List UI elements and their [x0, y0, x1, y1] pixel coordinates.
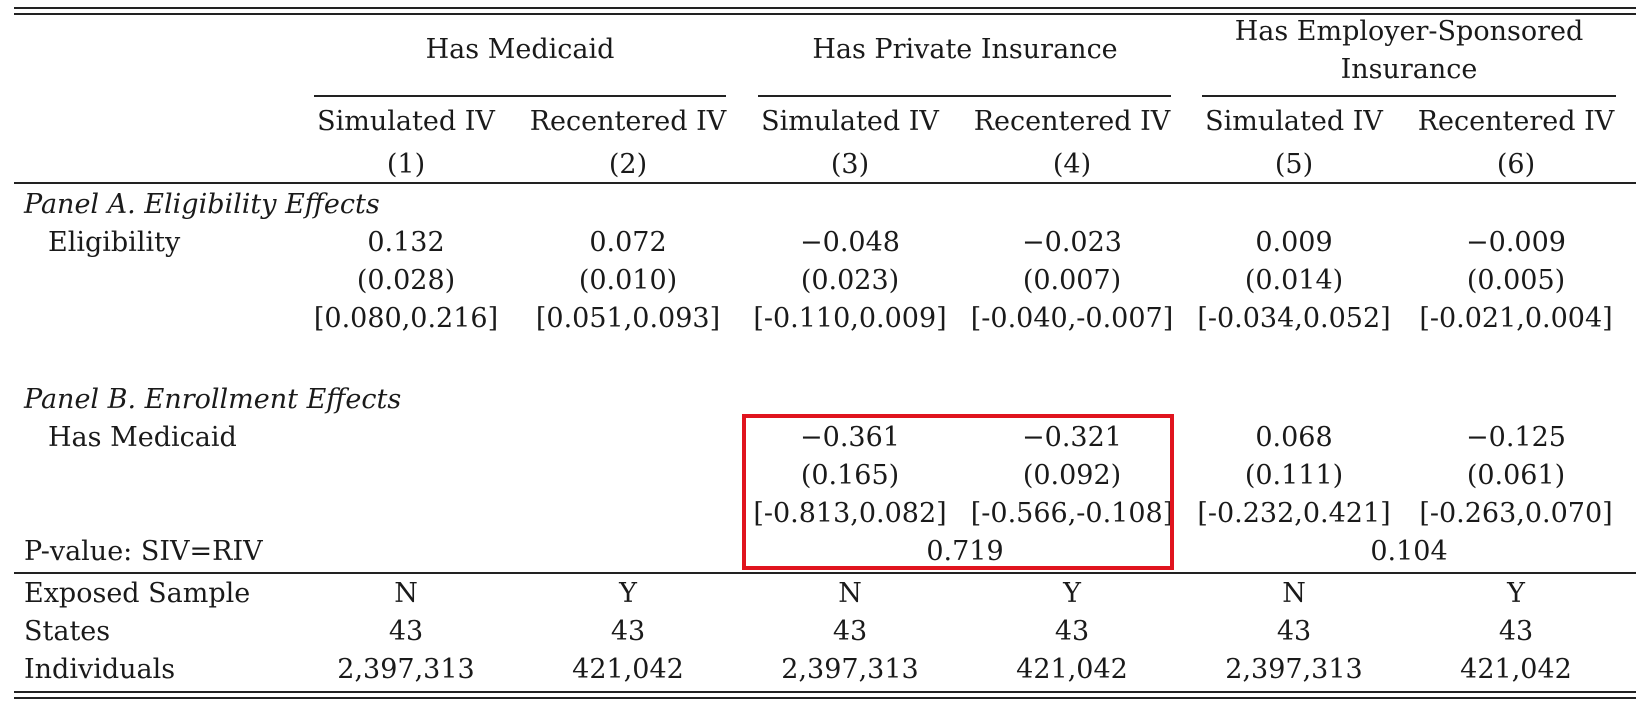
- eligibility-se-5: (0.014): [1244, 265, 1344, 296]
- row-label-eligibility: Eligibility: [48, 227, 181, 258]
- method-label-1: Simulated IV: [317, 106, 495, 137]
- enrollment-se-4: (0.092): [1022, 460, 1122, 491]
- enrollment-ci-6: [-0.263,0.070]: [1419, 498, 1613, 529]
- footer-label-states: States: [24, 616, 111, 647]
- footer-label-individuals: Individuals: [24, 654, 176, 685]
- individuals-3: 2,397,313: [781, 654, 919, 685]
- exposed-6: Y: [1507, 578, 1525, 609]
- method-label-6: Recentered IV: [1417, 106, 1615, 137]
- bottom-rule-2: [14, 697, 1636, 699]
- method-label-5: Simulated IV: [1205, 106, 1383, 137]
- eligibility-ci-4: [-0.040,-0.007]: [970, 303, 1174, 334]
- eligibility-se-1: (0.028): [356, 265, 456, 296]
- eligibility-coef-6: −0.009: [1466, 227, 1566, 258]
- enrollment-se-6: (0.061): [1466, 460, 1566, 491]
- exposed-5: N: [1282, 578, 1306, 609]
- exposed-3: N: [838, 578, 862, 609]
- footer-label-exposed: Exposed Sample: [24, 578, 251, 609]
- highlight-box: [742, 414, 1174, 570]
- individuals-1: 2,397,313: [337, 654, 475, 685]
- individuals-2: 421,042: [572, 654, 684, 685]
- states-3: 43: [832, 616, 868, 647]
- individuals-4: 421,042: [1016, 654, 1128, 685]
- enrollment-coef-6: −0.125: [1466, 422, 1566, 453]
- eligibility-coef-1: 0.132: [367, 227, 445, 258]
- states-5: 43: [1276, 616, 1312, 647]
- exposed-2: Y: [619, 578, 637, 609]
- group-header-employer-line2: Insurance: [1340, 54, 1478, 85]
- row-label-has-medicaid: Has Medicaid: [48, 422, 237, 453]
- eligibility-se-4: (0.007): [1022, 265, 1122, 296]
- enrollment-se-3: (0.165): [800, 460, 900, 491]
- group-underline-medicaid: [314, 95, 726, 97]
- enrollment-coef-5: 0.068: [1255, 422, 1333, 453]
- col-number-1: (1): [386, 149, 426, 180]
- top-rule-2: [14, 13, 1636, 15]
- exposed-1: N: [394, 578, 418, 609]
- group-header-employer: Has Employer-Sponsored: [1234, 16, 1584, 47]
- col-number-3: (3): [830, 149, 870, 180]
- enrollment-ci-4: [-0.566,-0.108]: [970, 498, 1174, 529]
- top-rule: [14, 7, 1636, 9]
- pvalue-employer: 0.104: [1370, 536, 1448, 567]
- col-number-4: (4): [1052, 149, 1092, 180]
- group-header-medicaid: Has Medicaid: [425, 34, 615, 65]
- eligibility-se-2: (0.010): [578, 265, 678, 296]
- eligibility-coef-2: 0.072: [589, 227, 667, 258]
- states-2: 43: [610, 616, 646, 647]
- eligibility-ci-1: [0.080,0.216]: [313, 303, 499, 334]
- group-underline-private: [758, 95, 1171, 97]
- enrollment-coef-4: −0.321: [1022, 422, 1122, 453]
- enrollment-coef-3: −0.361: [800, 422, 900, 453]
- eligibility-coef-4: −0.023: [1022, 227, 1122, 258]
- states-1: 43: [388, 616, 424, 647]
- bottom-rule: [14, 691, 1636, 693]
- eligibility-coef-5: 0.009: [1255, 227, 1333, 258]
- panel-b-title: Panel B. Enrollment Effects: [24, 384, 402, 415]
- states-6: 43: [1498, 616, 1534, 647]
- enrollment-se-5: (0.111): [1244, 460, 1344, 491]
- col-number-5: (5): [1274, 149, 1314, 180]
- states-4: 43: [1054, 616, 1090, 647]
- eligibility-coef-3: −0.048: [800, 227, 900, 258]
- exposed-4: Y: [1063, 578, 1081, 609]
- pvalue-label: P-value: SIV=RIV: [24, 536, 263, 567]
- footer-rule: [14, 572, 1636, 574]
- eligibility-se-3: (0.023): [800, 265, 900, 296]
- pvalue-private: 0.719: [926, 536, 1004, 567]
- group-header-private: Has Private Insurance: [812, 34, 1118, 65]
- method-label-3: Simulated IV: [761, 106, 939, 137]
- col-number-2: (2): [608, 149, 648, 180]
- eligibility-se-6: (0.005): [1466, 265, 1566, 296]
- header-rule: [14, 182, 1636, 184]
- method-label-2: Recentered IV: [529, 106, 727, 137]
- enrollment-ci-5: [-0.232,0.421]: [1197, 498, 1391, 529]
- method-label-4: Recentered IV: [973, 106, 1171, 137]
- col-number-6: (6): [1496, 149, 1536, 180]
- individuals-6: 421,042: [1460, 654, 1572, 685]
- group-underline-employer: [1202, 95, 1616, 97]
- eligibility-ci-6: [-0.021,0.004]: [1419, 303, 1613, 334]
- enrollment-ci-3: [-0.813,0.082]: [753, 498, 947, 529]
- eligibility-ci-5: [-0.034,0.052]: [1197, 303, 1391, 334]
- eligibility-ci-3: [-0.110,0.009]: [753, 303, 947, 334]
- panel-a-title: Panel A. Eligibility Effects: [24, 189, 380, 220]
- individuals-5: 2,397,313: [1225, 654, 1363, 685]
- eligibility-ci-2: [0.051,0.093]: [535, 303, 721, 334]
